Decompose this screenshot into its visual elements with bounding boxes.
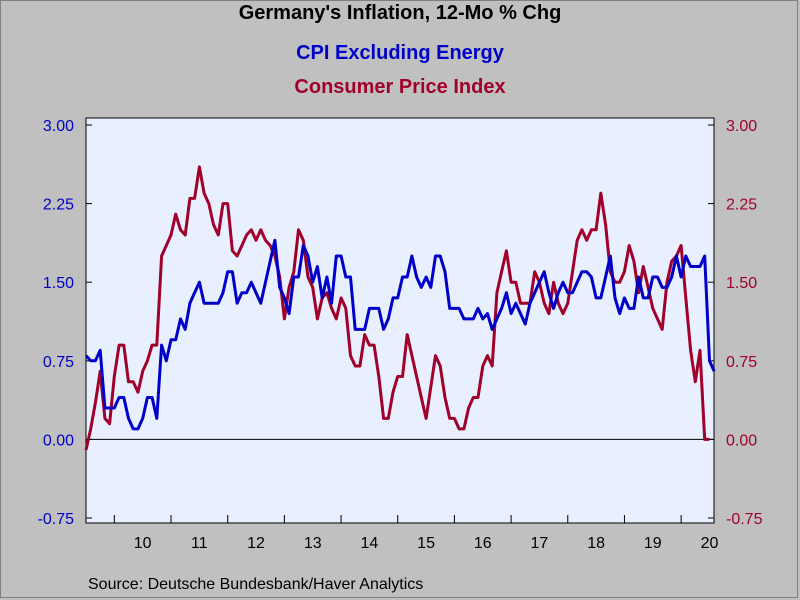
- y-tick-label-right: 1.50: [726, 275, 757, 292]
- x-tick-label: 11: [191, 535, 208, 552]
- source-note: Source: Deutsche Bundesbank/Haver Analyt…: [88, 576, 424, 593]
- x-tick-label: 13: [304, 535, 322, 552]
- y-tick-label-left: 3.00: [43, 118, 74, 135]
- x-tick-label: 14: [360, 535, 378, 552]
- y-tick-label-right: 3.00: [726, 118, 757, 135]
- y-tick-label-left: -0.75: [38, 511, 75, 528]
- chart-title: Germany's Inflation, 12-Mo % Chg: [238, 2, 562, 24]
- y-tick-label-left: 0.00: [43, 432, 74, 449]
- y-tick-label-right: 0.00: [726, 432, 757, 449]
- y-tick-label-right: -0.75: [726, 511, 763, 528]
- x-tick-label: 17: [531, 535, 549, 552]
- y-tick-label-right: 2.25: [726, 197, 757, 214]
- y-tick-label-right: 0.75: [726, 354, 757, 371]
- x-tick-label: 10: [134, 535, 152, 552]
- x-tick-label: 16: [474, 535, 492, 552]
- x-tick-label: 18: [587, 535, 605, 552]
- series-line-cpi: [84, 165, 710, 451]
- x-tick-label: 12: [247, 535, 265, 552]
- x-tick-label: 19: [644, 535, 662, 552]
- y-tick-label-left: 2.25: [43, 197, 74, 214]
- y-tick-label-left: 1.50: [43, 275, 74, 292]
- y-tick-label-left: 0.75: [43, 354, 74, 371]
- x-tick-label: 15: [417, 535, 435, 552]
- legend-cpi: Consumer Price Index: [294, 76, 506, 98]
- x-tick-label: 20: [701, 535, 719, 552]
- plot-area: [85, 117, 715, 524]
- series-line-cpi-ex-energy: [84, 238, 716, 431]
- legend-cpi-ex-energy: CPI Excluding Energy: [296, 42, 504, 64]
